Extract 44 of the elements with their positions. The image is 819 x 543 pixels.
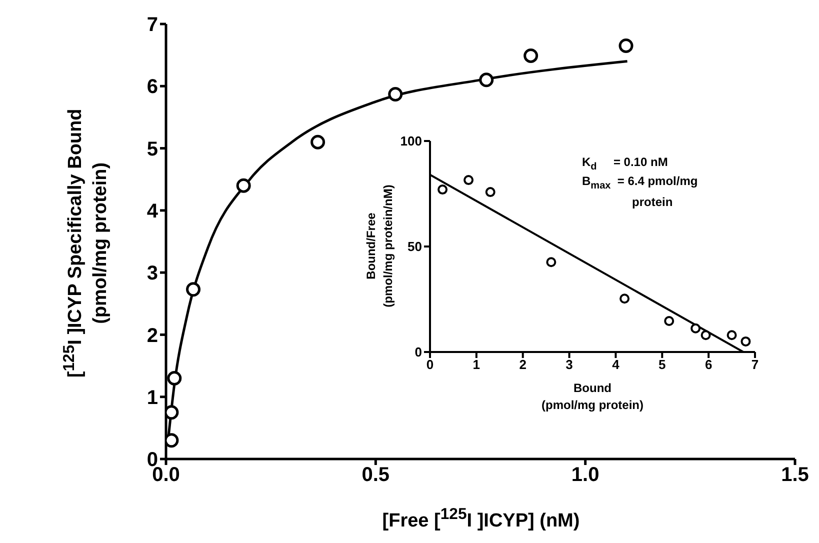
point bbox=[524, 48, 538, 63]
point bbox=[236, 178, 251, 193]
x-axis-title: Bound (pmol/mg protein) bbox=[540, 380, 644, 414]
point bbox=[546, 257, 556, 268]
point bbox=[690, 323, 701, 334]
y-tick-label: 0 bbox=[414, 344, 422, 360]
point bbox=[438, 184, 448, 195]
point bbox=[618, 38, 634, 53]
x-tick-label: 1 bbox=[472, 357, 480, 372]
x-tick-label: 2 bbox=[519, 357, 526, 372]
y-tick-label: 7 bbox=[146, 14, 158, 36]
y-tick-label: 2 bbox=[146, 324, 158, 347]
point bbox=[664, 316, 674, 326]
point bbox=[167, 370, 182, 386]
point bbox=[740, 336, 751, 346]
y-tick-label: 5 bbox=[146, 138, 158, 160]
x-axis-title: [Free [$^{125}$I ]ICYP] (nM) bbox=[381, 506, 581, 532]
x-tick-label: 6 bbox=[704, 357, 712, 372]
y-tick-label: 3 bbox=[146, 262, 158, 285]
point bbox=[464, 175, 474, 186]
x-tick-label: 5 bbox=[658, 357, 666, 372]
point bbox=[186, 282, 201, 297]
x-tick-label: 0 bbox=[426, 357, 434, 372]
x-tick-label: 1.5 bbox=[781, 464, 809, 486]
point bbox=[310, 134, 326, 150]
text: K$_{d}$ = 0.10 nM bbox=[582, 155, 668, 172]
x-tick-label: 0.5 bbox=[362, 464, 390, 486]
point bbox=[700, 330, 711, 340]
y-tick-label: 1 bbox=[146, 386, 158, 409]
point bbox=[726, 330, 737, 340]
x-tick-label: 4 bbox=[612, 357, 620, 372]
x-tick-label: 7 bbox=[751, 357, 759, 372]
x-tick-label: 1.0 bbox=[571, 464, 600, 486]
annotation: B$_{max}$ = 6.4 pmol/mg protein bbox=[582, 173, 698, 212]
point bbox=[620, 294, 630, 304]
x-tick-label: 3 bbox=[566, 357, 573, 372]
point bbox=[479, 72, 494, 88]
y-tick-label: 100 bbox=[400, 134, 422, 149]
y-tick-label: 4 bbox=[146, 200, 159, 223]
y-axis-title: Bound/Free (pmol/mg protein/nM) bbox=[363, 184, 396, 310]
point bbox=[388, 86, 403, 102]
y-tick-label: 50 bbox=[408, 239, 422, 254]
point bbox=[485, 187, 496, 198]
y-tick-label: 6 bbox=[146, 76, 158, 98]
